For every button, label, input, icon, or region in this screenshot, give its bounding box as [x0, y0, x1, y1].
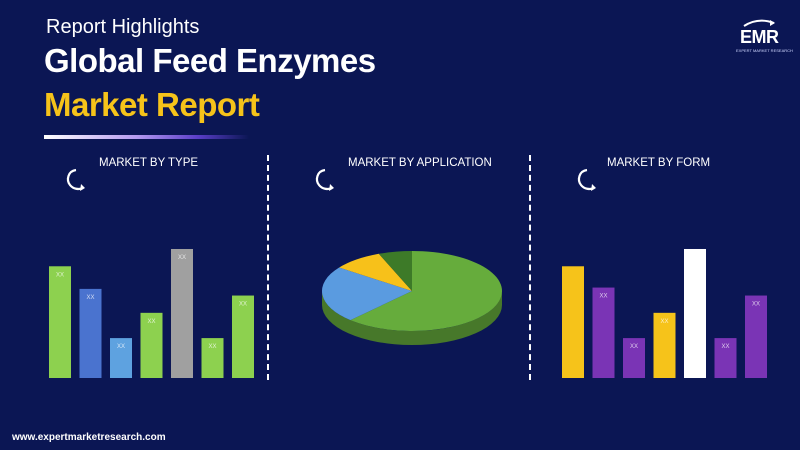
form-bar-7 [745, 295, 767, 378]
pie-slice-3 [339, 253, 412, 291]
type-bar-6 [201, 338, 224, 378]
footer-url: www.expertmarketresearch.com [12, 432, 166, 443]
bar-chart-by-type: XX XX XX XX XX XX XX [49, 248, 254, 378]
pie-side [322, 291, 502, 345]
bar-chart-by-form: XX XX XX XX XX [562, 248, 767, 378]
type-bar-2 [79, 288, 102, 378]
circular-arrow-icon [66, 168, 85, 191]
type-bar-label-1: XX [56, 272, 64, 278]
logo-subtitle: EXPERT MARKET RESEARCH [736, 48, 793, 53]
type-bar-label-6: XX [208, 344, 216, 350]
logo-text: EMR [740, 27, 779, 47]
section-title-form: MARKET BY FORM [607, 157, 711, 169]
type-bar-3 [110, 338, 132, 378]
form-bar-6 [714, 338, 737, 378]
form-bar-1 [562, 266, 584, 378]
type-bar-5 [171, 248, 193, 378]
circular-arrow-icon [315, 168, 334, 191]
title-underline [44, 135, 249, 139]
type-bar-label-7: XX [239, 302, 247, 308]
pie-chart-by-application [322, 251, 502, 345]
form-bar-2 [592, 287, 615, 378]
type-bar-label-5: XX [178, 255, 186, 261]
type-bar-label-2: XX [86, 295, 94, 301]
logo-swoosh [743, 19, 775, 27]
form-bar-label-4: XX [660, 319, 668, 325]
pie-slice-4 [378, 251, 412, 291]
type-bar-4 [140, 312, 163, 378]
section-divider [529, 155, 531, 380]
form-bar-5 [684, 248, 706, 378]
section-title-type: MARKET BY TYPE [99, 157, 199, 169]
circular-arrow-icon [577, 168, 596, 191]
form-bar-label-3: XX [630, 344, 638, 350]
type-bar-label-3: XX [117, 344, 125, 350]
form-bar-label-6: XX [721, 344, 729, 350]
pie-slice-1 [350, 251, 502, 331]
type-bar-7 [232, 295, 254, 378]
emr-logo: EMR EXPERT MARKET RESEARCH [730, 17, 793, 53]
section-divider [267, 155, 269, 380]
pie-slice-2 [322, 267, 412, 321]
type-bar-label-4: XX [147, 319, 155, 325]
report-title: Global Feed Enzymes [44, 42, 376, 79]
form-bar-label-2: XX [599, 294, 607, 300]
form-bar-4 [653, 312, 676, 378]
section-title-application: MARKET BY APPLICATION [348, 157, 492, 169]
form-bar-label-7: XX [752, 302, 760, 308]
type-bar-1 [49, 266, 71, 378]
form-bar-3 [623, 338, 645, 378]
report-subtitle: Market Report [44, 86, 260, 123]
report-highlights-label: Report Highlights [46, 16, 200, 38]
